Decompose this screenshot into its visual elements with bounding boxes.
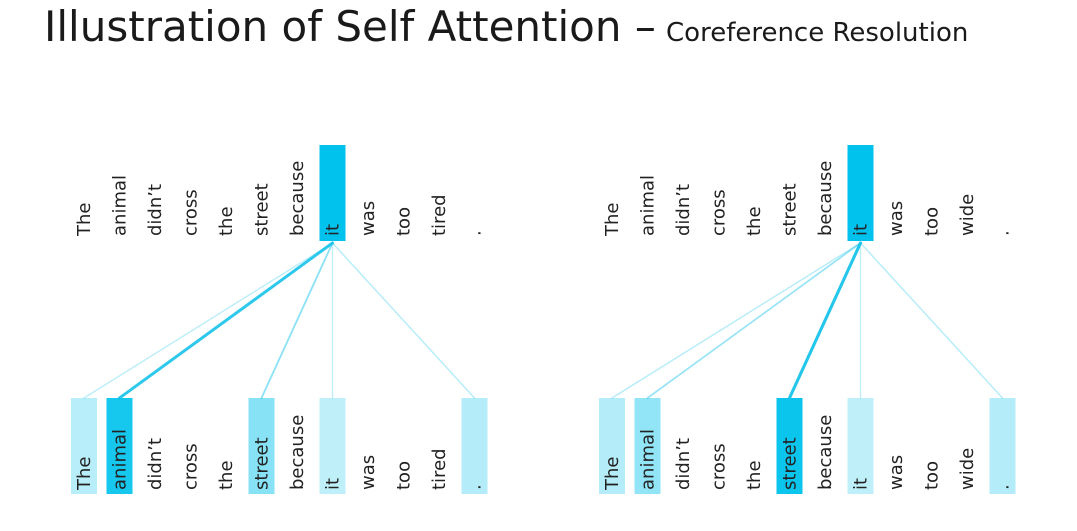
attention-panel-1: The The animal animal didn’t didn’t cross cross…	[71, 145, 488, 494]
key-token-highlight	[248, 398, 275, 494]
key-token-highlight	[989, 398, 1016, 494]
token-top-8: it	[323, 224, 344, 236]
attention-line-	[859, 242, 1004, 399]
token-top-5: the	[216, 206, 237, 236]
token-bottom-2: animal	[638, 429, 659, 490]
token-top-2: animal	[638, 175, 659, 236]
token-bottom-9: was	[886, 455, 907, 490]
token-top-8: it	[851, 224, 872, 236]
token-top-10: too	[922, 207, 943, 236]
token-bottom-12: .	[993, 484, 1014, 490]
attention-line-animal	[118, 241, 334, 400]
token-bottom-1: The	[74, 457, 95, 491]
token-top-3: didn’t	[145, 184, 166, 236]
attention-line-	[331, 242, 476, 399]
token-bottom-8: it	[323, 478, 344, 490]
attention-lines	[611, 241, 1004, 400]
token-top-10: too	[394, 207, 415, 236]
token-bottom-7: because	[287, 415, 308, 490]
token-top-11: tired	[429, 194, 450, 236]
attention-panel-2: The The animal animal didn’t didn’t cross cross…	[599, 145, 1016, 494]
token-top-11: wide	[957, 194, 978, 236]
token-top-9: was	[358, 201, 379, 236]
token-top-5: the	[744, 206, 765, 236]
token-bottom-7: because	[815, 415, 836, 490]
token-top-9: was	[886, 201, 907, 236]
slide-title: Illustration of Self Attention – Corefer…	[44, 2, 968, 51]
token-bottom-10: too	[922, 461, 943, 490]
attention-line-street	[787, 241, 863, 400]
token-bottom-4: cross	[709, 443, 730, 490]
attention-line-the	[611, 242, 862, 399]
token-bottom-11: wide	[957, 448, 978, 490]
query-token-highlight	[319, 145, 346, 241]
token-top-4: cross	[709, 189, 730, 236]
token-top-6: street	[780, 183, 801, 236]
slide-title-main: Illustration of Self Attention –	[44, 2, 656, 51]
key-token-highlight	[847, 398, 874, 494]
attention-line-the	[83, 242, 334, 399]
token-top-4: cross	[181, 189, 202, 236]
token-top-12: .	[465, 230, 486, 236]
token-bottom-2: animal	[110, 429, 131, 490]
key-token-highlight	[599, 398, 625, 494]
key-token-highlight	[461, 398, 488, 494]
query-token-highlight	[847, 145, 874, 241]
attention-line-animal	[646, 242, 862, 399]
token-bottom-9: was	[358, 455, 379, 490]
token-bottom-10: too	[394, 461, 415, 490]
token-bottom-6: street	[780, 437, 801, 490]
token-bottom-4: cross	[181, 443, 202, 490]
key-token-highlight	[71, 398, 97, 494]
token-top-6: street	[252, 183, 273, 236]
key-token-highlight	[776, 398, 803, 494]
key-token-highlight	[319, 398, 346, 494]
token-bottom-11: tired	[429, 448, 450, 490]
attention-line-street	[260, 242, 334, 399]
token-bottom-5: the	[744, 460, 765, 490]
token-top-7: because	[287, 161, 308, 236]
token-bottom-3: didn’t	[145, 438, 166, 490]
token-bottom-3: didn’t	[673, 438, 694, 490]
slide-subtitle: Coreference Resolution	[666, 18, 969, 48]
token-bottom-6: street	[252, 437, 273, 490]
token-top-7: because	[815, 161, 836, 236]
token-top-1: The	[602, 203, 623, 237]
token-top-3: didn’t	[673, 184, 694, 236]
key-token-highlight	[106, 398, 133, 494]
token-bottom-8: it	[851, 478, 872, 490]
attention-lines	[83, 241, 476, 400]
token-bottom-12: .	[465, 484, 486, 490]
token-bottom-1: The	[602, 457, 623, 491]
key-token-highlight	[634, 398, 661, 494]
token-top-1: The	[74, 203, 95, 237]
token-top-12: .	[993, 230, 1014, 236]
token-bottom-5: the	[216, 460, 237, 490]
token-top-2: animal	[110, 175, 131, 236]
